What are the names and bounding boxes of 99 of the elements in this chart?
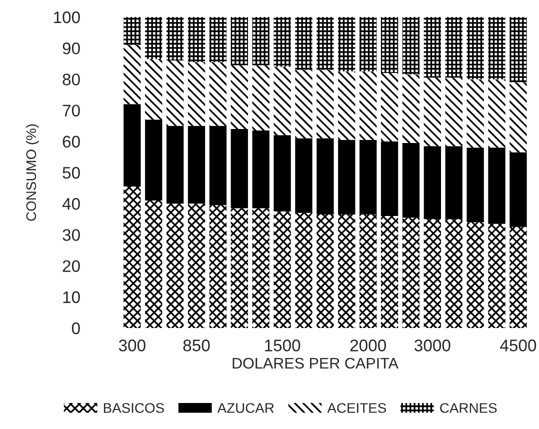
bar [380, 17, 398, 73]
bar [316, 214, 334, 328]
bar [188, 126, 206, 204]
bar [145, 120, 162, 200]
bar [166, 17, 184, 61]
bar [209, 62, 227, 126]
y-tick-label: 70 [62, 104, 80, 117]
bar [209, 205, 227, 328]
bar [338, 214, 356, 328]
x-tick-label: 850 [183, 340, 210, 352]
bar [316, 17, 334, 70]
bar [424, 17, 441, 78]
bar [230, 65, 248, 129]
bar [338, 71, 356, 140]
bar [188, 62, 206, 126]
bar [230, 17, 248, 66]
bar [380, 72, 398, 142]
bar [488, 17, 506, 80]
legend-label: BASICOS [104, 403, 164, 413]
bar [466, 222, 484, 328]
y-tick-label: 0 [72, 322, 80, 334]
bar [424, 146, 441, 220]
bar [338, 140, 356, 214]
bar [166, 126, 184, 204]
y-tick-label: 30 [62, 229, 80, 241]
bar [360, 140, 377, 214]
bar [166, 204, 184, 328]
bar [402, 142, 420, 218]
x-tick-label: 3000 [414, 340, 450, 352]
bar [488, 79, 506, 148]
y-tick-label: 10 [63, 291, 80, 304]
bar [488, 224, 506, 328]
bar [252, 65, 270, 131]
bar [402, 74, 420, 143]
y-tick-label: 90 [62, 42, 80, 54]
bar [295, 138, 312, 213]
y-axis-title: CONSUMO (%) [26, 124, 39, 221]
bar [360, 71, 377, 140]
bar [230, 128, 248, 208]
bar [252, 17, 270, 66]
bar [274, 66, 291, 136]
bar [295, 70, 312, 138]
bar [295, 212, 312, 328]
y-tick-label: 60 [62, 136, 80, 148]
bar [424, 78, 441, 146]
bar [510, 226, 527, 328]
x-axis-title: DOLARES PER CAPITA [232, 358, 398, 369]
bar [166, 60, 184, 126]
bar [252, 208, 270, 328]
y-tick-label: 100 [54, 11, 80, 24]
bar [295, 17, 312, 70]
bar [445, 17, 462, 78]
bar [466, 79, 484, 148]
bar [209, 17, 227, 62]
bar [145, 200, 162, 328]
bar [316, 138, 334, 214]
bar [316, 70, 334, 138]
x-tick-label: 300 [118, 340, 146, 352]
bar [402, 17, 420, 75]
bar [338, 17, 356, 72]
bar [488, 148, 506, 224]
bar [510, 17, 527, 82]
bar [380, 216, 398, 328]
bar [124, 44, 141, 104]
x-tick-label: 4500 [500, 340, 536, 352]
bar [445, 146, 462, 220]
bar [274, 211, 291, 328]
bar [360, 214, 377, 328]
bar [230, 208, 248, 328]
bar [424, 219, 441, 328]
y-tick-label: 40 [62, 198, 80, 210]
legend-label: AZUCAR [217, 403, 274, 413]
bar [145, 58, 162, 120]
bar [380, 141, 398, 216]
bar [274, 135, 291, 212]
y-tick-label: 50 [62, 166, 80, 179]
x-tick-label: 2000 [350, 340, 386, 352]
bar [445, 78, 462, 146]
bar [466, 17, 484, 80]
bar [188, 204, 206, 328]
bar [402, 218, 420, 328]
bar [124, 186, 141, 328]
bar [510, 152, 527, 227]
y-tick-label: 80 [62, 74, 80, 86]
bar [145, 17, 162, 59]
bar [466, 148, 484, 222]
bar [209, 126, 227, 206]
bar [188, 17, 206, 62]
bar [445, 219, 462, 328]
legend-label: CARNES [440, 403, 497, 413]
bar [510, 82, 527, 152]
bar [274, 17, 291, 67]
bar [124, 104, 141, 186]
legend-label: ACEITES [327, 403, 386, 413]
y-tick-label: 20 [62, 260, 80, 272]
x-tick-label: 1500 [265, 340, 300, 352]
bar [124, 17, 141, 45]
bar [360, 17, 377, 72]
bar [252, 130, 270, 208]
